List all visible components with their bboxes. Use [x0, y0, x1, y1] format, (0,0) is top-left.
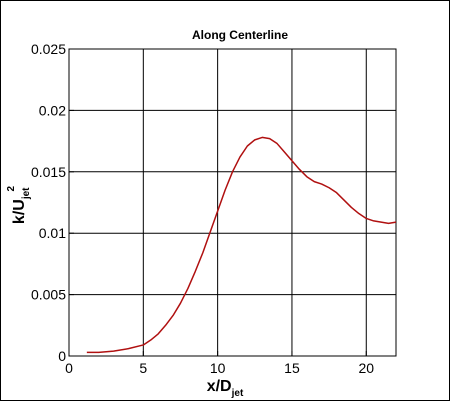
series-line: [86, 136, 397, 354]
y-axis-label-superscript: 2: [6, 185, 17, 191]
x-tick-label: 20: [358, 360, 374, 376]
y-axis-label-subscript: jet: [21, 187, 32, 200]
y-tick-label: 0.025: [31, 41, 66, 57]
data-layer: [86, 136, 397, 354]
x-tick-label: 15: [284, 360, 300, 376]
x-axis-label-main: x/D: [207, 378, 232, 395]
plot-area-border: [68, 48, 397, 357]
y-tick-label: 0.015: [31, 164, 66, 180]
x-tick-label: 10: [210, 360, 226, 376]
y-axis-label-main: k/U: [11, 199, 28, 224]
chart-title: Along Centerline: [192, 28, 288, 42]
x-tick-label: 5: [139, 360, 147, 376]
x-tick-label: 0: [65, 360, 73, 376]
x-axis-label-subscript: jet: [231, 388, 244, 399]
x-axis-label: x/Djet: [207, 378, 244, 399]
y-tick-label: 0.005: [31, 287, 66, 303]
y-tick-label: 0.01: [39, 225, 66, 241]
y-axis-label: k/Ujet 2: [6, 185, 32, 224]
grid: [69, 49, 396, 356]
y-tick-label: 0.02: [39, 102, 66, 118]
y-tick-label: 0: [58, 348, 66, 364]
ticks: 0 5 10 15 20 0 0.005 0.01 0.015 0.02 0.025: [31, 41, 374, 376]
